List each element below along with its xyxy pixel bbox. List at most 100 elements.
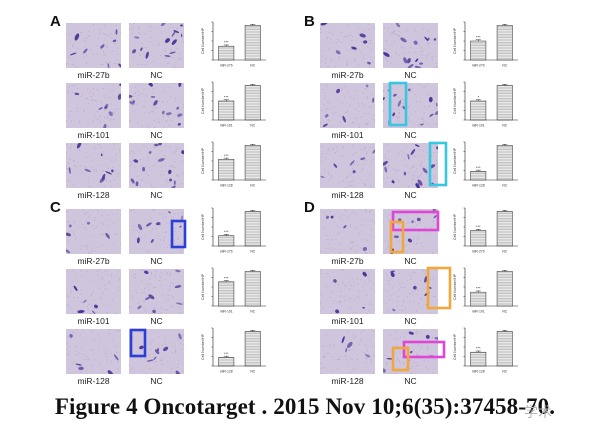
micrograph-a-nc-2 bbox=[129, 83, 184, 128]
bar-nc bbox=[244, 25, 261, 61]
micrograph-b-mir-128 bbox=[320, 143, 375, 188]
highlight-box-b-128 bbox=[428, 141, 448, 187]
chart-ylabel: Cell Number/HP bbox=[453, 273, 457, 300]
treatment-label: miR-27b bbox=[77, 256, 109, 266]
bar-mir-101 bbox=[218, 100, 235, 121]
chart-ylabel: Cell Number/HP bbox=[453, 213, 457, 240]
bar-mir-128 bbox=[470, 351, 487, 367]
chart-x-tick-label: miR-101 bbox=[220, 310, 233, 314]
bar-nc bbox=[496, 331, 513, 367]
significance-label: *** bbox=[224, 153, 229, 158]
treatment-label: miR-128 bbox=[331, 376, 363, 386]
chart-x-tick-label: NC bbox=[502, 250, 507, 254]
bar-mir-101 bbox=[218, 281, 235, 307]
highlight-box-d-128-side bbox=[391, 346, 410, 372]
chart-ylabel: Cell Number/HP bbox=[453, 147, 457, 174]
micrograph-d-nc-3 bbox=[383, 329, 438, 374]
chart-x-tick-label: NC bbox=[250, 184, 255, 188]
micrograph-a-mir-27b bbox=[66, 23, 121, 68]
chart-x-tick-label: miR-27b bbox=[220, 64, 233, 68]
significance-label: * bbox=[477, 95, 479, 100]
control-label: NC bbox=[404, 256, 416, 266]
bar-chart-c-3: Cell Number/HP miR-128 *** NC bbox=[201, 327, 266, 374]
significance-label: *** bbox=[476, 346, 481, 351]
bar-chart-a-3: Cell Number/HP miR-128 *** NC bbox=[201, 141, 266, 188]
bar-nc bbox=[244, 271, 261, 307]
micrograph-b-nc-2 bbox=[383, 83, 438, 128]
control-label: NC bbox=[150, 190, 162, 200]
bar-chart-d-3: Cell Number/HP miR-128 *** NC bbox=[453, 327, 518, 374]
bar-mir-101 bbox=[470, 291, 487, 307]
chart-x-tick-label: NC bbox=[250, 250, 255, 254]
highlight-box-d-27b-side bbox=[389, 220, 405, 254]
chart-ylabel: Cell Number/HP bbox=[453, 87, 457, 114]
chart-x-tick-label: NC bbox=[250, 310, 255, 314]
bar-mir-27b bbox=[470, 230, 487, 247]
control-label: NC bbox=[150, 70, 162, 80]
significance-label: *** bbox=[476, 286, 481, 291]
bar-nc bbox=[496, 145, 513, 181]
bar-nc bbox=[496, 211, 513, 247]
micrograph-d-mir-101 bbox=[320, 269, 375, 314]
chart-x-tick-label: miR-128 bbox=[472, 184, 485, 188]
highlight-box-c-27b bbox=[170, 219, 187, 249]
treatment-label: miR-27b bbox=[331, 256, 363, 266]
bar-mir-128 bbox=[218, 159, 235, 181]
chart-x-tick-label: miR-101 bbox=[220, 124, 233, 128]
panel-letter-a: A bbox=[50, 13, 61, 30]
highlight-box-b-101 bbox=[388, 81, 408, 127]
treatment-label: miR-128 bbox=[77, 376, 109, 386]
bar-mir-27b bbox=[218, 235, 235, 247]
significance-label: *** bbox=[224, 95, 229, 100]
chart-x-tick-label: miR-101 bbox=[472, 124, 485, 128]
chart-x-tick-label: NC bbox=[250, 370, 255, 374]
chart-ylabel: Cell Number/HP bbox=[201, 87, 205, 114]
chart-x-tick-label: NC bbox=[502, 124, 507, 128]
highlight-box-d-128-top bbox=[402, 340, 446, 359]
bar-nc bbox=[244, 331, 261, 367]
chart-ylabel: Cell Number/HP bbox=[201, 213, 205, 240]
bar-mir-101 bbox=[470, 100, 487, 121]
treatment-label: miR-27b bbox=[77, 70, 109, 80]
chart-x-tick-label: miR-128 bbox=[220, 184, 233, 188]
chart-x-tick-label: NC bbox=[502, 310, 507, 314]
micrograph-a-mir-101 bbox=[66, 83, 121, 128]
bar-mir-27b bbox=[218, 45, 235, 61]
bar-nc bbox=[244, 211, 261, 247]
bar-nc bbox=[496, 25, 513, 61]
bar-chart-a-2: Cell Number/HP miR-101 *** NC bbox=[201, 81, 266, 128]
micrograph-c-nc-3 bbox=[129, 329, 184, 374]
panel-letter-b: B bbox=[304, 13, 315, 30]
chart-x-tick-label: miR-27b bbox=[472, 250, 485, 254]
micrograph-b-nc-1 bbox=[383, 23, 438, 68]
control-label: NC bbox=[404, 130, 416, 140]
chart-x-tick-label: NC bbox=[502, 64, 507, 68]
treatment-label: miR-101 bbox=[331, 130, 363, 140]
chart-ylabel: Cell Number/HP bbox=[201, 273, 205, 300]
chart-ylabel: Cell Number/HP bbox=[201, 333, 205, 360]
micrograph-d-mir-128 bbox=[320, 329, 375, 374]
bar-mir-27b bbox=[470, 40, 487, 61]
control-label: NC bbox=[150, 316, 162, 326]
bar-nc bbox=[244, 145, 261, 181]
micrograph-b-mir-27b bbox=[320, 23, 375, 68]
significance-label: *** bbox=[224, 40, 229, 45]
control-label: NC bbox=[404, 316, 416, 326]
treatment-label: miR-101 bbox=[77, 130, 109, 140]
bar-chart-d-2: Cell Number/HP miR-101 *** NC bbox=[453, 267, 518, 314]
bar-nc bbox=[496, 271, 513, 307]
bar-mir-128 bbox=[218, 357, 235, 367]
treatment-label: miR-128 bbox=[331, 190, 363, 200]
control-label: NC bbox=[150, 130, 162, 140]
control-label: NC bbox=[150, 376, 162, 386]
bar-chart-b-3: Cell Number/HP miR-128 *** NC bbox=[453, 141, 518, 188]
bar-chart-b-2: Cell Number/HP miR-101 * NC bbox=[453, 81, 518, 128]
micrograph-c-mir-101 bbox=[66, 269, 121, 314]
micrograph-a-mir-128 bbox=[66, 143, 121, 188]
bar-chart-c-2: Cell Number/HP miR-101 *** NC bbox=[201, 267, 266, 314]
chart-x-tick-label: NC bbox=[502, 370, 507, 374]
chart-ylabel: Cell Number/HP bbox=[201, 147, 205, 174]
treatment-label: miR-101 bbox=[77, 316, 109, 326]
micrograph-b-mir-101 bbox=[320, 83, 375, 128]
bar-mir-128 bbox=[470, 171, 487, 181]
